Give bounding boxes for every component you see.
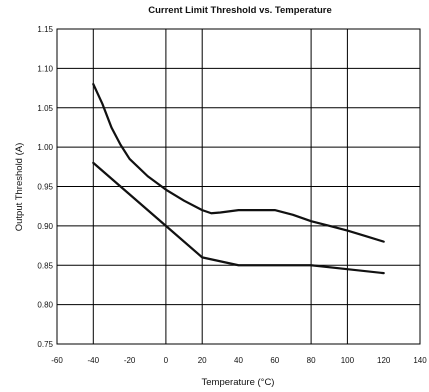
x-axis-label: Temperature (°C) bbox=[202, 377, 275, 388]
y-tick-label: 1.10 bbox=[37, 64, 53, 73]
y-tick-label: 1.15 bbox=[37, 25, 53, 34]
x-tick-label: -40 bbox=[88, 356, 100, 365]
chart-title: Current Limit Threshold vs. Temperature bbox=[148, 5, 332, 16]
series-line-2 bbox=[92, 161, 385, 275]
y-tick-label: 0.80 bbox=[37, 301, 53, 310]
x-tick-label: 40 bbox=[234, 356, 243, 365]
y-tick-label: 0.95 bbox=[37, 183, 53, 192]
x-tick-label: 20 bbox=[198, 356, 207, 365]
x-tick-label: 100 bbox=[341, 356, 355, 365]
y-tick-label: 1.00 bbox=[37, 143, 53, 152]
x-tick-label: -20 bbox=[124, 356, 136, 365]
x-tick-label: 60 bbox=[270, 356, 279, 365]
grid bbox=[57, 29, 420, 344]
tick-labels: 0.75 0.80 0.85 0.90 0.95 1.00 1.05 1.10 1.15 -60 -… bbox=[37, 25, 427, 365]
y-tick-label: 1.05 bbox=[37, 104, 53, 113]
y-tick-label: 0.85 bbox=[37, 261, 53, 270]
x-tick-label: 120 bbox=[377, 356, 391, 365]
y-tick-label: 0.75 bbox=[37, 340, 53, 349]
y-tick-label: 0.90 bbox=[37, 222, 53, 231]
x-tick-label: 80 bbox=[307, 356, 316, 365]
x-tick-label: 0 bbox=[164, 356, 169, 365]
y-axis-label: Output Threshold (A) bbox=[14, 143, 25, 232]
series-lines bbox=[92, 83, 385, 275]
x-tick-label: 140 bbox=[413, 356, 427, 365]
series-line-1 bbox=[92, 83, 385, 243]
x-tick-label: -60 bbox=[51, 356, 63, 365]
